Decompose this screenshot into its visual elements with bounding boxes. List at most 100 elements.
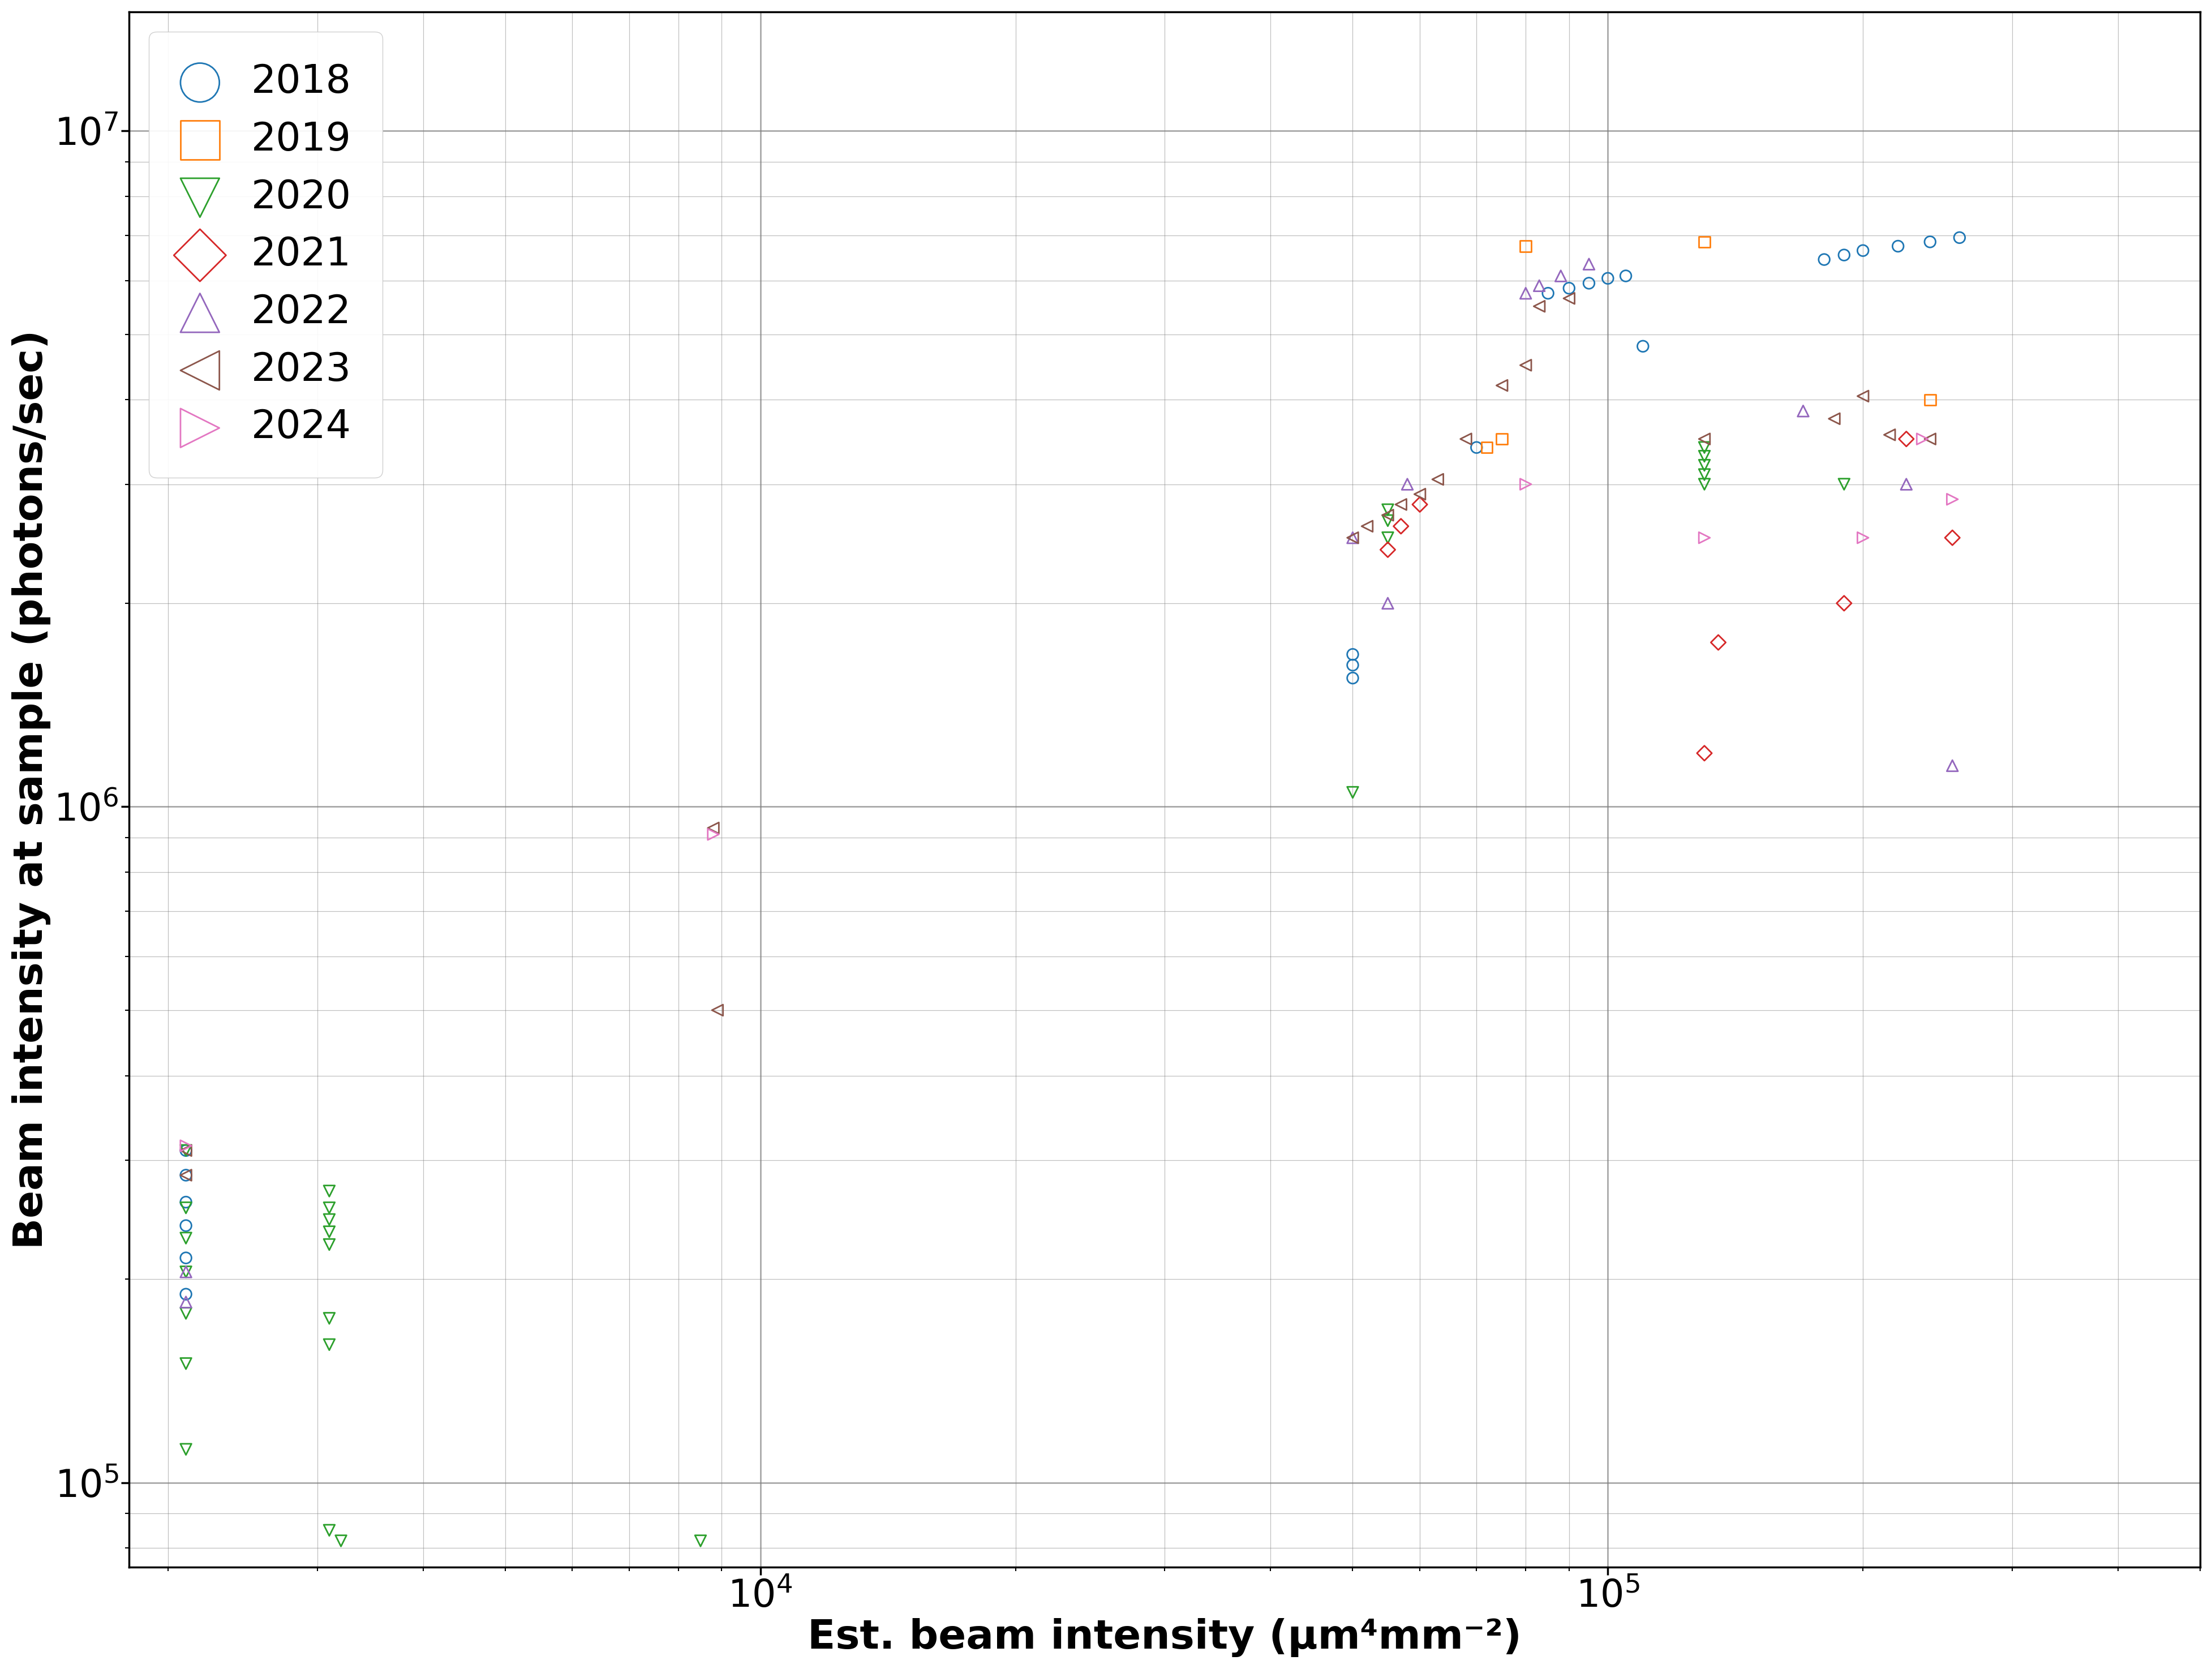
2020 xyxy=(168,1350,204,1377)
X-axis label: Est. beam intensity (μm⁴mm⁻²): Est. beam intensity (μm⁴mm⁻²) xyxy=(807,1619,1522,1657)
2020 xyxy=(168,1258,204,1285)
2018 xyxy=(1608,262,1644,289)
2018 xyxy=(1626,332,1661,359)
2018 xyxy=(1551,275,1586,302)
2020 xyxy=(1688,442,1723,469)
2023 xyxy=(168,1137,204,1163)
2018 xyxy=(1336,641,1371,668)
2024 xyxy=(1905,426,1940,452)
2018 xyxy=(168,1280,204,1307)
2022 xyxy=(1785,397,1820,424)
2021 xyxy=(1889,426,1924,452)
2018 xyxy=(1807,245,1843,272)
2023 xyxy=(1382,491,1418,517)
2024 xyxy=(1845,524,1880,551)
2021 xyxy=(1402,491,1438,517)
2020 xyxy=(168,1195,204,1222)
2020 xyxy=(1369,496,1405,522)
2023 xyxy=(1420,466,1455,492)
2018 xyxy=(168,1245,204,1272)
2021 xyxy=(1688,739,1723,766)
2022 xyxy=(1522,272,1557,299)
2020 xyxy=(1827,471,1863,497)
2021 xyxy=(1369,536,1405,562)
2018 xyxy=(1880,234,1916,260)
2021 xyxy=(1936,524,1971,551)
2023 xyxy=(1522,294,1557,320)
2023 xyxy=(1449,426,1484,452)
2024 xyxy=(695,821,730,848)
2023 xyxy=(1369,502,1405,529)
2022 xyxy=(1889,471,1924,497)
2018 xyxy=(168,1162,204,1188)
2023 xyxy=(1336,524,1371,551)
2023 xyxy=(1349,512,1385,539)
2018 xyxy=(1913,229,1949,255)
2020 xyxy=(312,1305,347,1332)
2019 xyxy=(1688,229,1723,255)
2018 xyxy=(1336,664,1371,691)
2020 xyxy=(1369,524,1405,551)
2022 xyxy=(1936,753,1971,779)
2022 xyxy=(1544,262,1579,289)
2023 xyxy=(1845,382,1880,409)
2018 xyxy=(168,1212,204,1238)
2018 xyxy=(1590,265,1626,292)
2020 xyxy=(168,1137,204,1163)
2019 xyxy=(1484,426,1520,452)
Point xyxy=(323,1527,358,1554)
2020 xyxy=(168,1300,204,1327)
2024 xyxy=(1688,524,1723,551)
2024 xyxy=(168,1133,204,1160)
2018 xyxy=(1845,237,1880,264)
2022 xyxy=(168,1258,204,1285)
2020 xyxy=(168,1435,204,1462)
2021 xyxy=(1382,512,1418,539)
2020 xyxy=(1369,507,1405,534)
2023 xyxy=(1688,426,1723,452)
2023 xyxy=(1816,406,1851,432)
Point xyxy=(684,1527,719,1554)
2023 xyxy=(1551,285,1586,312)
2018 xyxy=(1571,270,1606,297)
2020 xyxy=(1688,434,1723,461)
2020 xyxy=(1336,779,1371,806)
2024 xyxy=(1936,486,1971,512)
Legend: 2018, 2019, 2020, 2021, 2022, 2023, 2024: 2018, 2019, 2020, 2021, 2022, 2023, 2024 xyxy=(148,32,383,477)
2019 xyxy=(1913,387,1949,414)
2023 xyxy=(168,1162,204,1188)
2023 xyxy=(1509,352,1544,379)
2019 xyxy=(1469,434,1504,461)
2020 xyxy=(168,1225,204,1252)
2018 xyxy=(1336,653,1371,679)
2020 xyxy=(312,1232,347,1258)
2023 xyxy=(1913,426,1949,452)
2022 xyxy=(1571,250,1606,277)
2022 xyxy=(1389,471,1425,497)
2024 xyxy=(1509,471,1544,497)
2018 xyxy=(168,1137,204,1163)
2020 xyxy=(312,1195,347,1222)
2019 xyxy=(1509,234,1544,260)
2021 xyxy=(1701,629,1736,656)
Y-axis label: Beam intensity at sample (photons/sec): Beam intensity at sample (photons/sec) xyxy=(11,330,51,1248)
2023 xyxy=(695,814,730,841)
2023 xyxy=(1402,481,1438,507)
2023 xyxy=(1871,422,1907,449)
2020 xyxy=(1688,452,1723,479)
2022 xyxy=(1509,280,1544,307)
2022 xyxy=(1336,524,1371,551)
2018 xyxy=(1942,224,1978,250)
Point xyxy=(312,1517,347,1544)
2023 xyxy=(1484,372,1520,399)
2018 xyxy=(168,1188,204,1215)
2018 xyxy=(1531,280,1566,307)
2021 xyxy=(1827,589,1863,616)
2020 xyxy=(1688,471,1723,497)
2020 xyxy=(312,1332,347,1359)
2022 xyxy=(168,1288,204,1315)
2018 xyxy=(1460,434,1495,461)
2022 xyxy=(1369,589,1405,616)
2020 xyxy=(312,1218,347,1245)
2020 xyxy=(1688,461,1723,487)
